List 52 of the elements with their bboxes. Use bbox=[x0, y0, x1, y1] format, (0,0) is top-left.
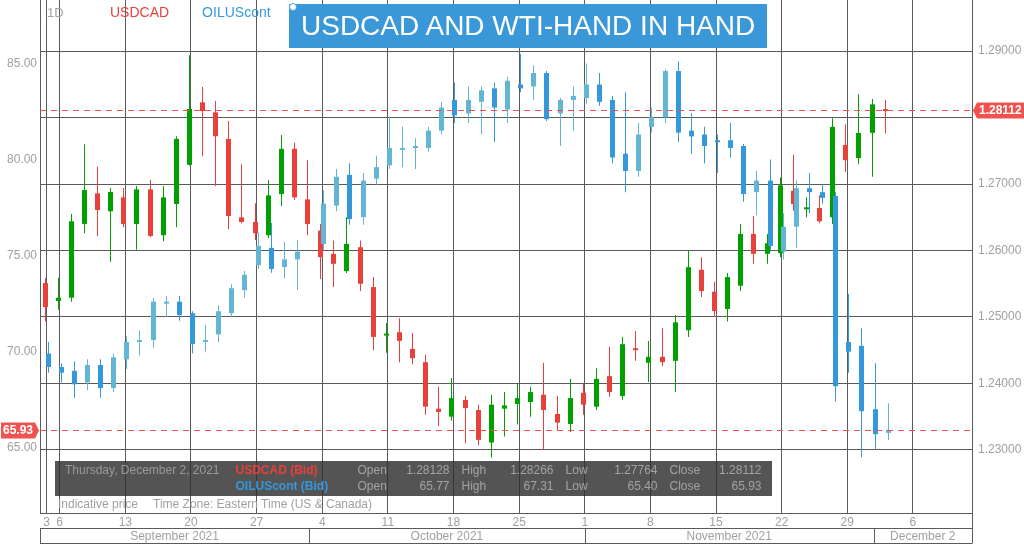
y2-tick-label: 1.25000 bbox=[978, 309, 1022, 324]
annotation: Low bbox=[565, 462, 588, 478]
x-tick-label: 15 bbox=[709, 514, 724, 529]
x-tick-label: 8 bbox=[647, 514, 655, 529]
text: September 2021 bbox=[130, 528, 220, 543]
x-tick-label: 3 bbox=[43, 514, 51, 529]
text: December 2 bbox=[890, 528, 956, 543]
x-tick-label: 6 bbox=[56, 514, 64, 529]
x-tick-label: 20 bbox=[184, 514, 198, 529]
y-tick-label: 85.00 bbox=[6, 55, 38, 70]
x-tick-label: 1 bbox=[581, 514, 589, 529]
annotation: 1.27764 bbox=[614, 462, 658, 478]
x-tick-label: 6 bbox=[909, 514, 917, 529]
y2-tick-label: 1.29000 bbox=[978, 43, 1022, 58]
chart-title: USDCAD AND WTI-HAND IN HAND bbox=[289, 4, 768, 48]
text: November 2021 bbox=[686, 528, 773, 543]
ref-line-label: 1.28112 bbox=[979, 103, 1023, 118]
x-tick-label: 13 bbox=[118, 514, 133, 529]
annotation: Open bbox=[357, 462, 387, 478]
x-tick-label: 27 bbox=[249, 514, 264, 529]
text: October 2021 bbox=[410, 528, 484, 543]
x-tick-label: 29 bbox=[840, 514, 855, 529]
annotation: 65.77 bbox=[419, 478, 450, 494]
annotation: Low bbox=[565, 478, 588, 494]
annotation: High bbox=[461, 478, 487, 494]
y-tick-label: 80.00 bbox=[6, 151, 38, 166]
annotation: USDCAD (Bid) bbox=[235, 462, 319, 478]
y2-tick-label: 1.23000 bbox=[978, 442, 1022, 457]
y2-tick-label: 1.27000 bbox=[978, 176, 1022, 191]
annotation: Close bbox=[669, 478, 701, 494]
annotation: 65.93 bbox=[731, 478, 762, 494]
x-tick-label: 18 bbox=[446, 514, 461, 529]
annotation: Close bbox=[669, 462, 701, 478]
y-tick-label: 65.00 bbox=[6, 439, 38, 454]
ref-line-label: 65.93 bbox=[2, 423, 34, 438]
annotation: High bbox=[461, 462, 487, 478]
annotation: Open bbox=[357, 478, 387, 494]
y-tick-label: 75.00 bbox=[6, 247, 38, 262]
annotation: 1.28112 bbox=[719, 462, 762, 478]
y2-tick-label: 1.24000 bbox=[978, 375, 1022, 390]
y2-tick-label: 1.26000 bbox=[978, 242, 1022, 257]
annotation: OILUScont (Bid) bbox=[235, 478, 330, 494]
x-tick-label: 4 bbox=[318, 514, 326, 529]
annotation: 67.31 bbox=[523, 478, 554, 494]
x-tick-label: 25 bbox=[512, 514, 527, 529]
annotation: 65.40 bbox=[627, 478, 658, 494]
x-tick-label: 11 bbox=[381, 514, 395, 529]
annotation: 1.28266 bbox=[510, 462, 554, 478]
annotation: Thursday, December 2, 2021 bbox=[65, 462, 220, 478]
annotation: 1.28128 bbox=[406, 462, 450, 478]
y-tick-label: 70.00 bbox=[6, 343, 38, 358]
x-tick-label: 22 bbox=[774, 514, 789, 529]
